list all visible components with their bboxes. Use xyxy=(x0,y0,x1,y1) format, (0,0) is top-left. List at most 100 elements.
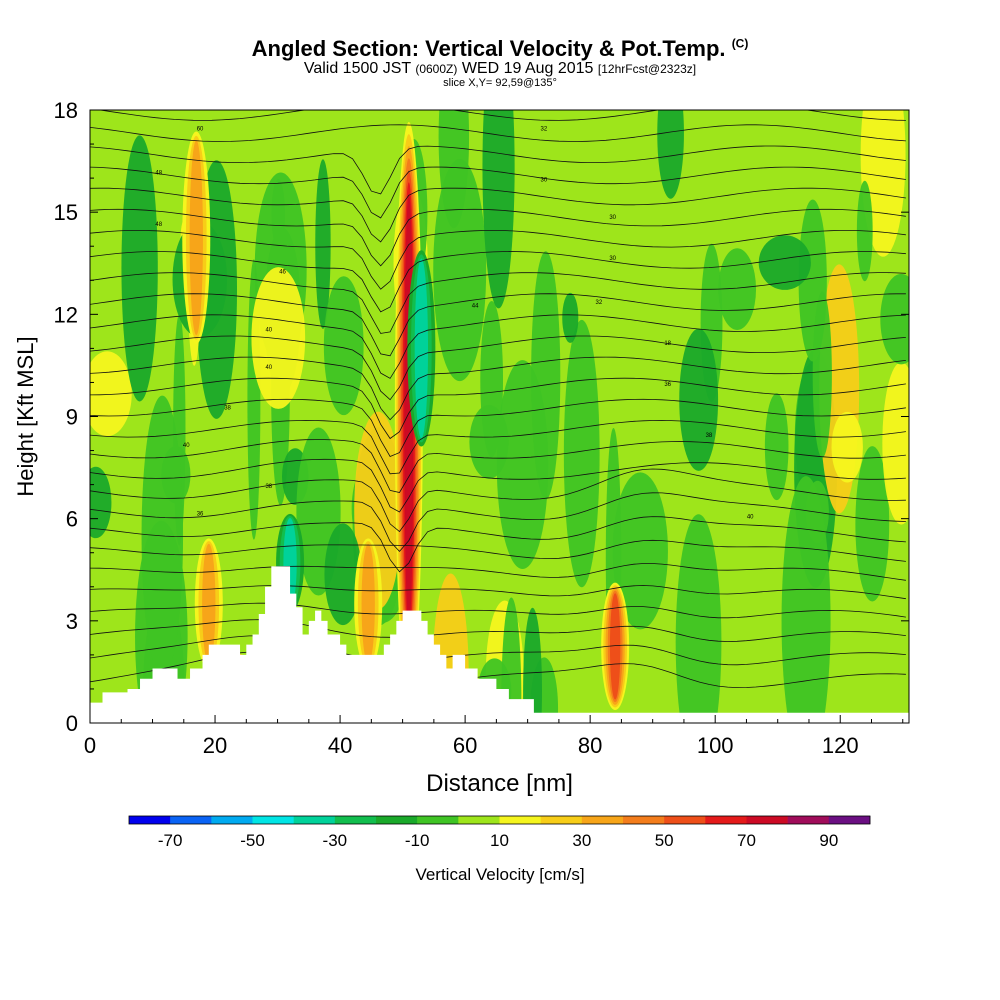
contour-label: 36 xyxy=(664,382,671,388)
isentrope-line xyxy=(90,335,906,401)
y-axis-label: Height [Kft MSL] xyxy=(13,336,38,496)
field-cell xyxy=(612,472,668,630)
isentrope-line xyxy=(90,458,906,513)
contour-label: 40 xyxy=(265,327,272,333)
contour-label: 38 xyxy=(265,484,272,490)
isentrope-line xyxy=(97,110,906,121)
plume-band xyxy=(361,543,375,664)
colorbar-segment xyxy=(458,816,500,824)
plume-band xyxy=(189,140,203,336)
contour-label: 32 xyxy=(596,300,603,306)
y-tick-label: 9 xyxy=(66,405,78,430)
contour-label: 38 xyxy=(706,433,713,439)
x-axis-label: Distance [nm] xyxy=(426,770,573,797)
isentrope-line xyxy=(90,419,906,475)
isentrope-line xyxy=(90,124,906,142)
terrain-silhouette xyxy=(90,566,909,723)
colorbar-segment xyxy=(293,816,336,824)
field-cell xyxy=(758,235,811,290)
y-tick-label: 18 xyxy=(54,98,78,123)
colorbar-segment xyxy=(623,816,665,824)
updraft-plume xyxy=(182,131,211,344)
colorbar-tick-label: 30 xyxy=(572,831,591,850)
isentrope-line xyxy=(90,563,906,581)
isentrope-line xyxy=(90,272,906,334)
isentrope-line xyxy=(90,468,906,533)
field-cell xyxy=(880,273,909,365)
isentrope-line xyxy=(90,293,906,357)
updraft-plume xyxy=(354,538,383,670)
colorbar-segment xyxy=(499,816,541,824)
x-tick-label: 120 xyxy=(822,733,859,758)
colorbar-segment xyxy=(705,816,747,824)
field-cell xyxy=(657,110,684,199)
isentrope-line xyxy=(90,187,906,243)
contour-label: 36 xyxy=(197,511,204,517)
colorbar-tick-label: -30 xyxy=(323,831,348,850)
colorbar-segment xyxy=(540,816,583,824)
slice-label: slice X,Y= 92,59@135° xyxy=(443,77,557,89)
field-cell xyxy=(523,607,542,723)
isentrope-line xyxy=(90,398,906,458)
x-tick-label: 60 xyxy=(453,733,477,758)
colorbar-label: Vertical Velocity [cm/s] xyxy=(415,865,584,884)
isentrope-line xyxy=(90,619,906,642)
y-tick-label: 0 xyxy=(66,711,78,736)
colorbar-tick-label: 70 xyxy=(737,831,756,850)
colorbar-segment xyxy=(417,816,459,824)
plume-band xyxy=(609,593,621,700)
field-cell xyxy=(531,251,561,500)
isentrope-line xyxy=(90,251,906,313)
x-tick-label: 0 xyxy=(84,733,96,758)
colorbar-segment xyxy=(581,816,624,824)
isentrope-line xyxy=(90,229,906,290)
colorbar-segment xyxy=(211,816,253,824)
field-cell xyxy=(764,393,789,501)
updraft-plume xyxy=(601,582,630,711)
isentrope-line xyxy=(90,585,906,600)
isentrope-line xyxy=(90,492,906,552)
contour-label: 48 xyxy=(155,222,162,228)
isentrope-line xyxy=(90,377,906,440)
contour-label: 30 xyxy=(541,178,548,184)
colorbar-tick-label: 50 xyxy=(655,831,674,850)
contour-label: 40 xyxy=(747,515,754,521)
field-cell xyxy=(855,446,890,602)
colorbar-segment xyxy=(376,816,418,824)
chart-subtitle: Valid 1500 JST (0600Z) WED 19 Aug 2015 [… xyxy=(303,60,697,77)
contour-label: 60 xyxy=(197,126,204,132)
contour-label: 40 xyxy=(183,443,190,449)
field-cell xyxy=(90,466,112,539)
isentrope-line xyxy=(90,145,906,195)
colorbar-tick-label: -50 xyxy=(240,831,265,850)
y-tick-label: 6 xyxy=(66,507,78,532)
colorbar-segment xyxy=(129,816,171,824)
y-tick-label: 15 xyxy=(54,200,78,225)
field-cell xyxy=(323,276,364,416)
x-tick-label: 40 xyxy=(328,733,352,758)
isentrope-line xyxy=(90,516,906,573)
contour-label: 40 xyxy=(265,365,272,371)
colorbar-frame xyxy=(128,815,871,825)
field-cell xyxy=(469,404,509,479)
contour-label: 48 xyxy=(155,171,162,177)
field-cell xyxy=(781,476,831,723)
plume-band xyxy=(202,543,216,664)
x-tick-label: 20 xyxy=(203,733,227,758)
field-cell xyxy=(812,291,832,458)
contour-label: 32 xyxy=(541,126,548,132)
colorbar-segment xyxy=(664,816,706,824)
y-tick-label: 3 xyxy=(66,609,78,634)
chart-title: Angled Section: Vertical Velocity & Pot.… xyxy=(251,36,749,61)
colorbar-segment xyxy=(828,816,871,824)
field-cell xyxy=(482,110,515,309)
y-tick-label: 12 xyxy=(54,302,78,327)
field-cell xyxy=(563,319,600,588)
isentrope-line xyxy=(90,602,906,619)
isentrope-line xyxy=(90,635,906,666)
contour-label: 30 xyxy=(609,215,616,221)
isentrope-line xyxy=(90,208,906,267)
colorbar-segment xyxy=(252,816,294,824)
contour-label: 44 xyxy=(472,304,479,310)
